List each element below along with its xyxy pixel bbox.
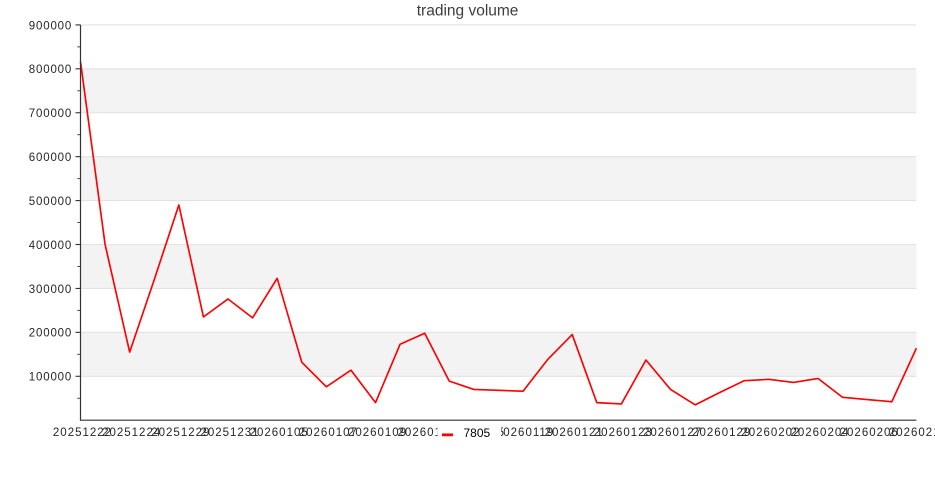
svg-text:20260210: 20260210 — [889, 427, 935, 439]
svg-text:700000: 700000 — [29, 108, 72, 120]
svg-text:20251222: 20251222 — [53, 427, 112, 439]
svg-text:20260204: 20260204 — [790, 427, 849, 439]
svg-text:20260129: 20260129 — [692, 427, 751, 439]
svg-text:20260121: 20260121 — [545, 427, 604, 439]
svg-text:100000: 100000 — [29, 372, 72, 384]
svg-text:500000: 500000 — [29, 196, 72, 208]
svg-text:20260105: 20260105 — [250, 427, 309, 439]
svg-text:20251231: 20251231 — [200, 427, 259, 439]
svg-text:300000: 300000 — [29, 284, 72, 296]
svg-text:200000: 200000 — [29, 328, 72, 340]
svg-text:800000: 800000 — [29, 64, 72, 76]
svg-text:trading volume: trading volume — [417, 2, 519, 19]
svg-text:400000: 400000 — [29, 240, 72, 252]
svg-text:20251224: 20251224 — [102, 427, 161, 439]
svg-text:20260127: 20260127 — [643, 427, 702, 439]
svg-text:20260119: 20260119 — [496, 427, 554, 439]
svg-text:20251229: 20251229 — [151, 427, 210, 439]
svg-text:20260109: 20260109 — [348, 427, 407, 439]
svg-text:600000: 600000 — [29, 152, 72, 164]
svg-text:20260202: 20260202 — [741, 427, 800, 439]
svg-text:20260123: 20260123 — [594, 427, 653, 439]
svg-text:7805: 7805 — [464, 426, 491, 440]
svg-text:900000: 900000 — [29, 20, 72, 32]
svg-text:20260206: 20260206 — [840, 427, 899, 439]
svg-text:20260107: 20260107 — [299, 427, 358, 439]
